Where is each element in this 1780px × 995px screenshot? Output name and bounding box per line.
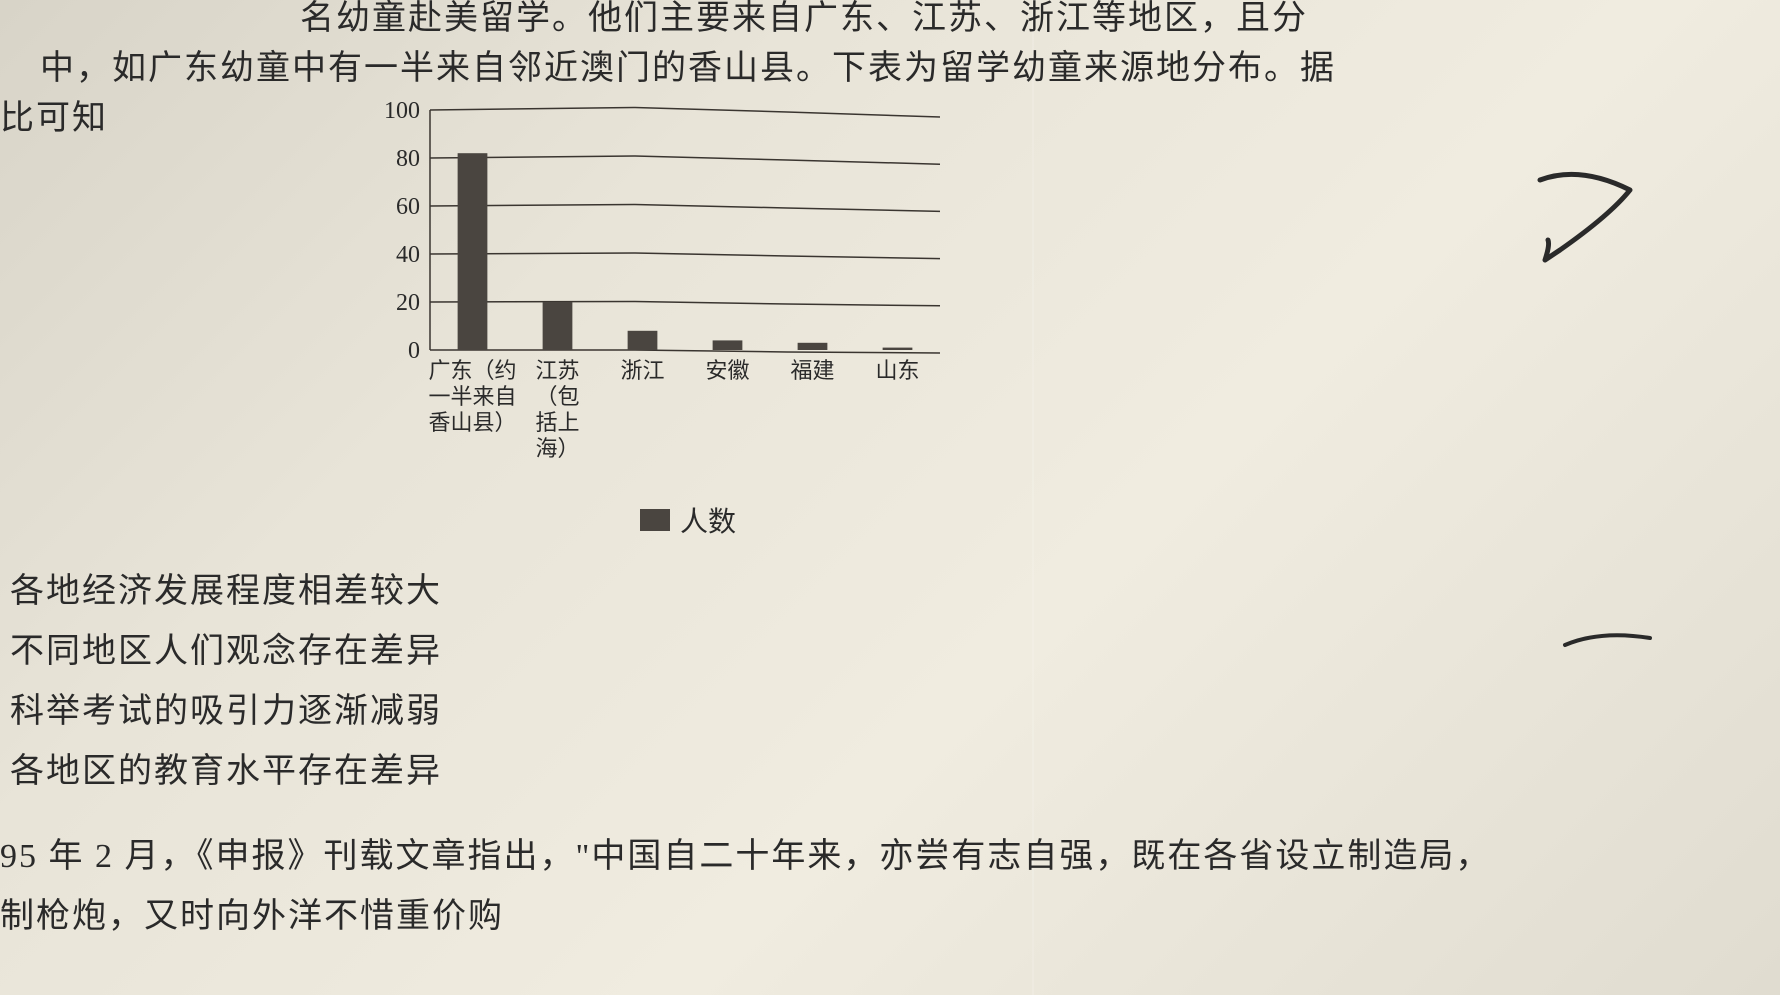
xtick-label: 江苏 <box>535 358 579 383</box>
bar <box>798 343 828 350</box>
next-q-line2: 制枪炮，又时向外洋不惜重价购 <box>0 890 504 944</box>
legend-swatch <box>640 509 670 531</box>
xtick-label: 广东（约 <box>428 358 516 383</box>
chart-svg: 0 20 40 60 80 100 广东（约一半来自香山县） 江苏（包括上海） 浙江 安徽 福建 山东 <box>360 100 960 480</box>
legend-label: 人数 <box>680 500 736 540</box>
gridline <box>430 350 940 353</box>
gridline <box>430 205 940 212</box>
xtick-label: 安徽 <box>705 358 749 383</box>
xtick-label: 一半来自 <box>428 384 516 409</box>
handdrawn-mark-2 <box>1560 620 1660 660</box>
ytick-label: 0 <box>408 338 420 364</box>
option-b: 不同地区人们观念存在差异 <box>10 625 442 679</box>
gridline <box>430 253 940 259</box>
ytick-label: 40 <box>396 242 420 268</box>
bar-chart: 0 20 40 60 80 100 广东（约一半来自香山县） 江苏（包括上海） 浙江 安徽 福建 山东 <box>360 100 960 480</box>
option-d: 各地区的教育水平存在差异 <box>10 745 442 799</box>
bar <box>713 340 743 350</box>
ytick-label: 100 <box>384 100 420 124</box>
bar <box>883 348 913 350</box>
option-a: 各地经济发展程度相差较大 <box>10 565 442 619</box>
chart-legend: 人数 <box>640 500 736 540</box>
context-line2: 中，如广东幼童中有一半来自邻近澳门的香山县。下表为留学幼童来源地分布。据 <box>40 42 1336 96</box>
xtick-label: 浙江 <box>620 358 664 383</box>
gridline <box>430 108 940 118</box>
next-q-line1: 95 年 2 月，《申报》刊载文章指出，"中国自二十年来，亦尝有志自强，既在各省… <box>0 830 1491 884</box>
xtick-label: 福建 <box>790 358 834 383</box>
ytick-label: 80 <box>396 146 420 172</box>
bar <box>458 153 488 350</box>
gridline <box>430 156 940 164</box>
xtick-label: 香山县） <box>428 410 516 435</box>
gridline <box>430 302 940 306</box>
xtick-label: 括上 <box>535 410 579 435</box>
bar <box>543 302 573 350</box>
context-line1: 名幼童赴美留学。他们主要来自广东、江苏、浙江等地区，且分 <box>300 0 1308 46</box>
ytick-label: 60 <box>396 194 420 220</box>
bar <box>628 331 658 350</box>
ytick-label: 20 <box>396 290 420 316</box>
context-line3: 比可知 <box>0 92 108 146</box>
xtick-label: 海） <box>535 436 579 461</box>
handdrawn-mark <box>1520 160 1660 280</box>
xtick-label: （包 <box>535 384 579 409</box>
option-c: 科举考试的吸引力逐渐减弱 <box>10 685 442 739</box>
xtick-label: 山东 <box>875 358 919 383</box>
